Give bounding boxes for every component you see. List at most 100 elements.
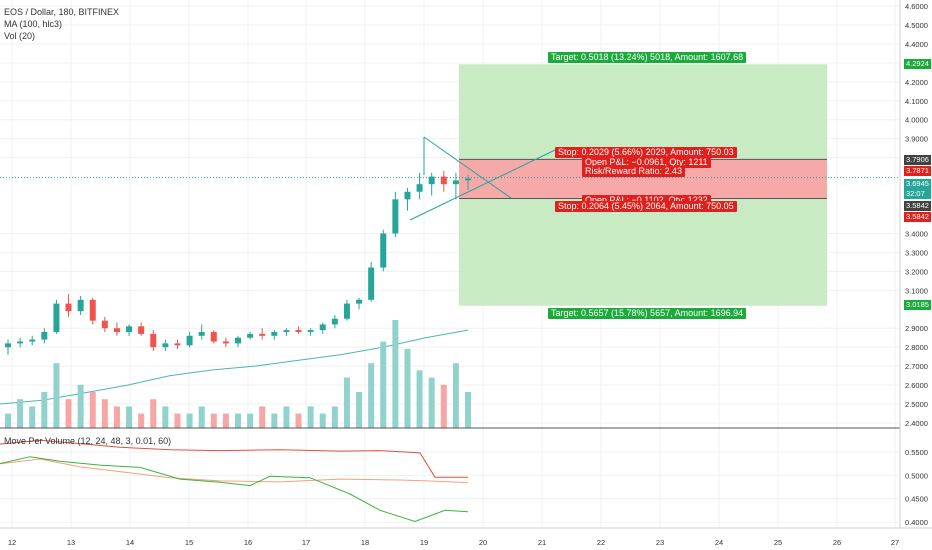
indicator-line-red <box>0 439 468 478</box>
time-axis-label: 25 <box>774 538 782 547</box>
triangle-upper-line <box>423 136 512 199</box>
volume-bar <box>126 406 133 428</box>
pnl-label-2: Open P&L: −0.1102, Qty: 1232 <box>582 195 711 206</box>
time-axis-label: 23 <box>656 538 664 547</box>
volume-bar <box>186 413 193 428</box>
candle-body <box>380 233 387 268</box>
candle-body <box>17 341 24 344</box>
short-target-label: Target: 0.5657 (15.78%) 5657, Amount: 16… <box>548 308 747 319</box>
volume-bar <box>259 406 266 428</box>
long-target-label: Target: 0.5018 (13.24%) 5018, Amount: 16… <box>548 52 747 63</box>
price-tag-stop-bottom: 3.5842 <box>904 212 931 222</box>
volume-bar <box>331 406 338 428</box>
indicator-legend[interactable]: Move Per Volume (12, 24, 48, 3, 0.01, 60… <box>4 436 172 446</box>
volume-bar <box>41 392 48 428</box>
candle-body <box>150 333 157 348</box>
volume-bar <box>235 413 241 428</box>
risk-reward-label: Risk/Reward Ratio: 2.43 <box>582 166 686 177</box>
volume-bar <box>416 370 423 428</box>
candle-body <box>295 330 302 333</box>
volume-legend[interactable]: Vol (20) <box>4 31 36 41</box>
symbol-legend[interactable]: EOS / Dollar, 180, BITFINEX <box>4 7 120 17</box>
candle-body <box>283 330 290 333</box>
price-tag-stop-top2: 3.7871 <box>904 166 931 176</box>
volume-bar <box>380 341 387 428</box>
volume-bar <box>17 399 24 428</box>
candle-body <box>77 299 84 312</box>
time-axis-label: 26 <box>833 538 841 547</box>
price-tag-target-bottom: 3.0185 <box>904 300 931 310</box>
price-tag-entry: 3.5842 <box>904 201 931 211</box>
candle-body <box>247 333 254 338</box>
indicator-axis-label: 0.5000 <box>905 471 928 480</box>
volume-bar <box>356 392 363 428</box>
time-axis-label: 13 <box>67 538 75 547</box>
volume-bar <box>101 399 108 428</box>
volume-bar <box>29 406 36 428</box>
short-stop-label: Stop: 0.2064 (5.45%) 2064, Amount: 750.0… <box>555 201 737 212</box>
long-stop-label: Stop: 0.2029 (5.66%) 2029, Amount: 750.0… <box>555 147 737 158</box>
candle-body <box>465 178 471 181</box>
volume-bar <box>452 363 459 428</box>
price-axis-label: 2.5000 <box>905 400 928 409</box>
candle-body <box>5 343 11 348</box>
time-axis-label: 27 <box>891 538 899 547</box>
volume-bar <box>113 406 120 428</box>
volume-bar <box>295 413 302 428</box>
price-axis-label: 4.5000 <box>905 21 928 30</box>
price-tag-stop-top: 3.7906 <box>904 155 931 165</box>
triangle-lower-line <box>409 149 556 221</box>
candle-body <box>41 332 48 340</box>
price-tag-last: 3.6945 <box>904 179 931 189</box>
volume-bar <box>89 392 96 428</box>
indicator-axis-label: 0.5500 <box>905 448 928 457</box>
candle-body <box>356 299 363 304</box>
candle-body <box>89 299 96 321</box>
volume-bar <box>465 392 471 428</box>
candle-body <box>235 337 241 344</box>
volume-bar <box>319 413 326 428</box>
volume-bar <box>53 363 60 428</box>
volume-bar <box>150 399 157 428</box>
price-axis-label: 2.8000 <box>905 343 928 352</box>
price-axis-label: 3.4000 <box>905 229 928 238</box>
time-axis-label: 24 <box>715 538 723 547</box>
candle-body <box>307 330 314 333</box>
volume-bar <box>392 320 399 428</box>
time-axis-label: 21 <box>538 538 546 547</box>
time-axis-label: 17 <box>302 538 310 547</box>
volume-bar <box>198 406 205 428</box>
volume-bar <box>343 377 350 428</box>
candle-body <box>113 328 120 333</box>
candle-body <box>210 332 217 342</box>
ma-legend[interactable]: MA (100, hlc3) <box>4 19 63 29</box>
price-axis-label: 2.9000 <box>905 324 928 333</box>
time-axis-label: 18 <box>361 538 369 547</box>
volume-bar <box>138 413 145 428</box>
candle-body <box>29 339 36 342</box>
price-axis-label: 4.4000 <box>905 40 928 49</box>
volume-bar <box>210 413 217 428</box>
price-axis-label: 3.3000 <box>905 248 928 257</box>
candle-body <box>186 335 193 346</box>
time-axis-label: 19 <box>420 538 428 547</box>
candle-body <box>440 176 447 185</box>
candle-body <box>174 343 181 346</box>
candle-body <box>65 303 72 312</box>
candle-body <box>138 326 145 334</box>
candle-body <box>319 324 326 331</box>
time-axis-label: 22 <box>597 538 605 547</box>
candle-body <box>101 320 108 329</box>
price-axis-label: 4.2000 <box>905 78 928 87</box>
candle-body <box>368 267 375 300</box>
volume-bar <box>162 406 169 428</box>
time-axis-label: 14 <box>126 538 134 547</box>
time-axis-label: 16 <box>244 538 252 547</box>
price-axis-label: 2.7000 <box>905 362 928 371</box>
price-axis-label: 3.2000 <box>905 267 928 276</box>
indicator-axis-label: 0.4000 <box>905 518 928 527</box>
candle-body <box>452 180 459 185</box>
candle-body <box>392 199 399 234</box>
volume-bar <box>247 413 254 428</box>
